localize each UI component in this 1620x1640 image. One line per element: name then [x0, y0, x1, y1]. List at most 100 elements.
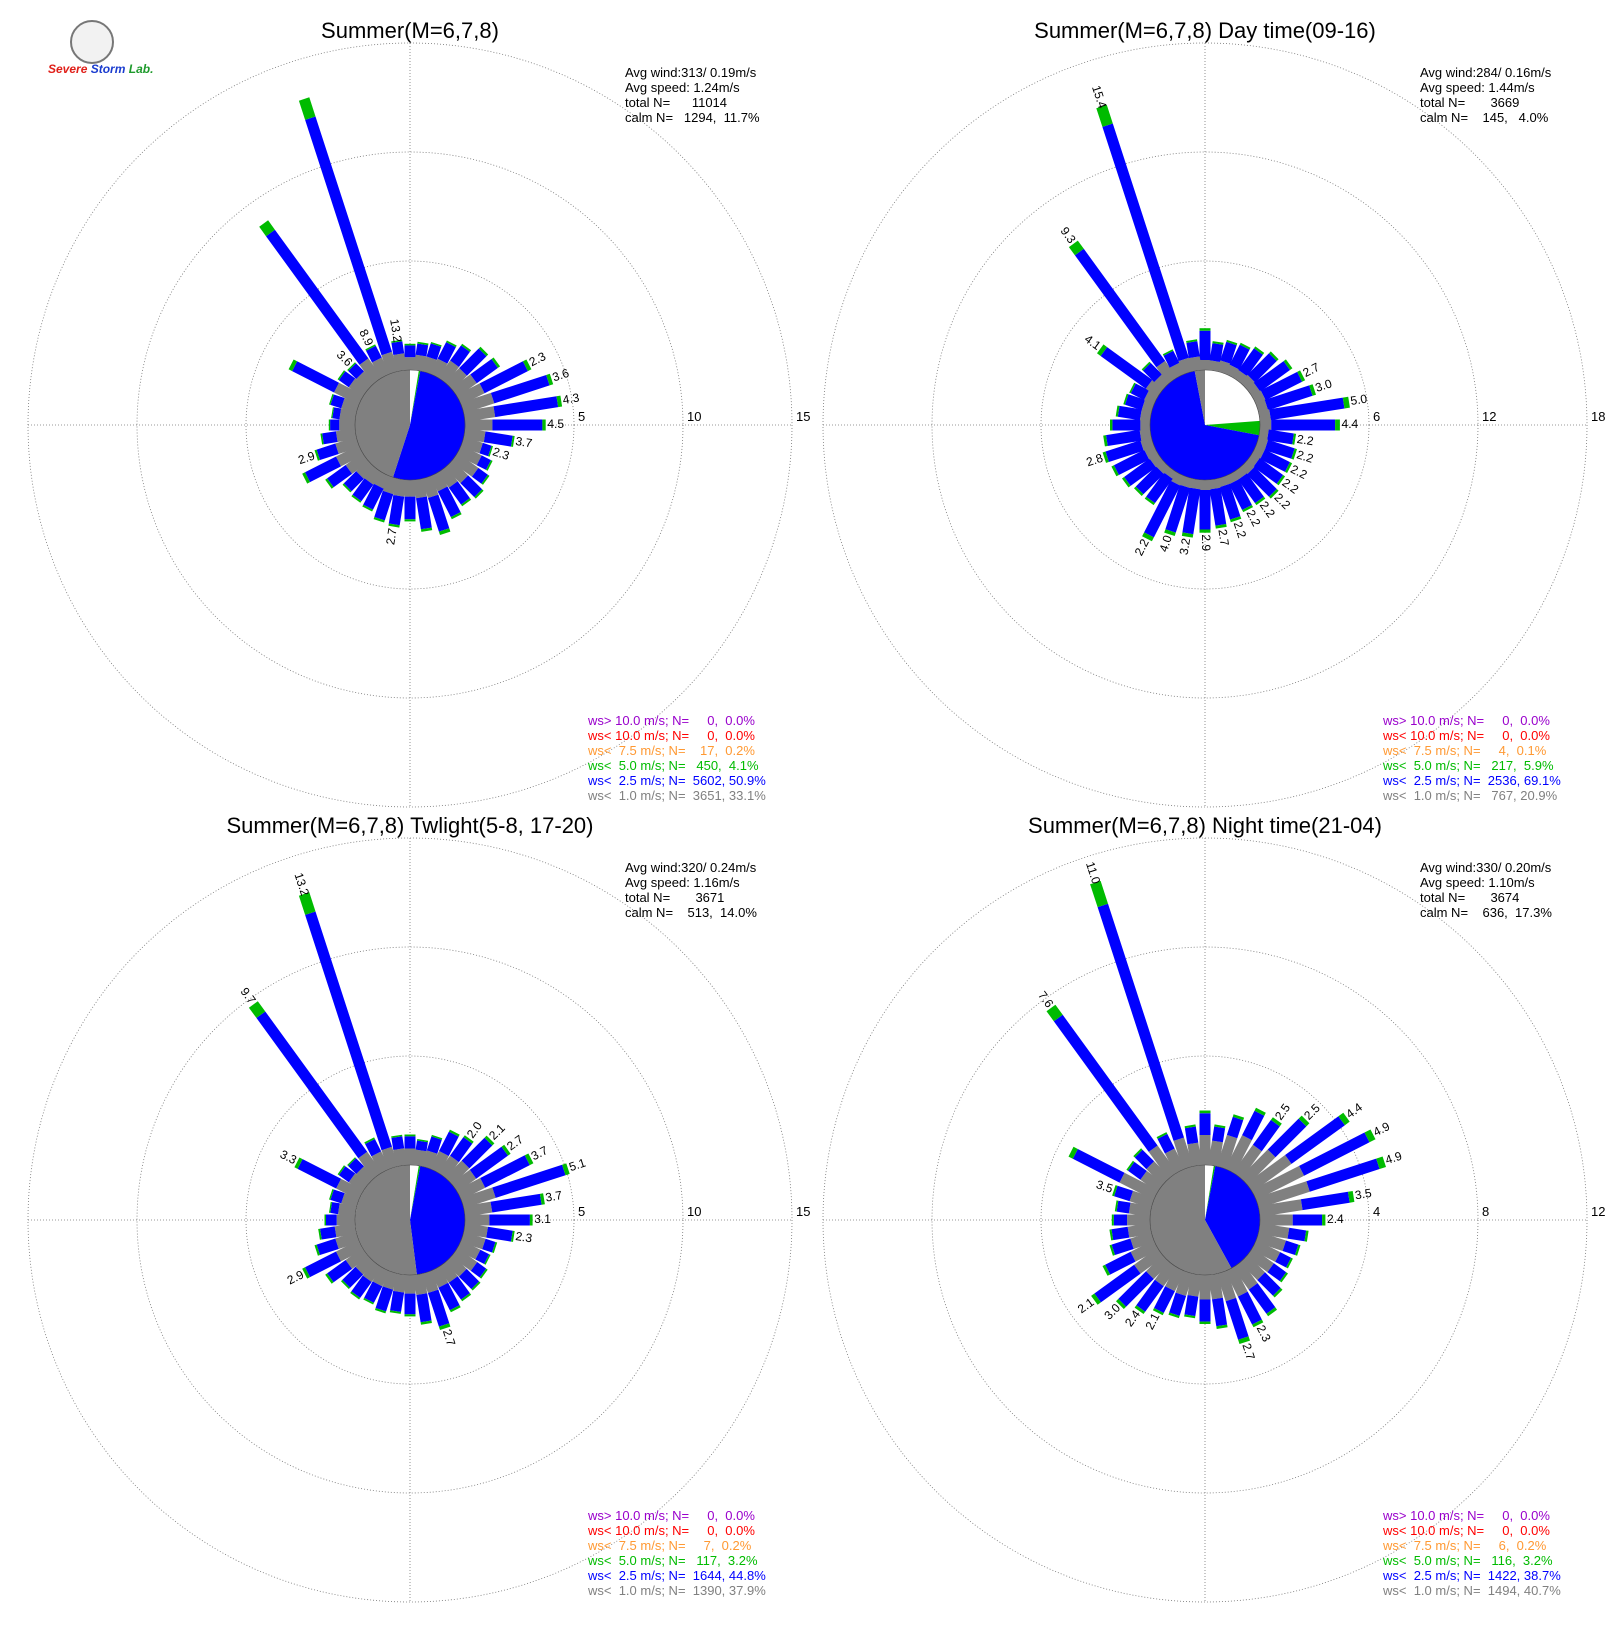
- bar-segment-lt5: [1230, 516, 1242, 523]
- bar-value-label: 2.2: [1288, 462, 1310, 482]
- bar-segment-lt2_5: [1287, 1227, 1307, 1242]
- bar-segment-lt5: [1184, 1124, 1196, 1129]
- lab-logo: Severe Storm Lab.: [48, 20, 153, 86]
- bar-segment-lt1: [356, 460, 375, 479]
- bar-segment-lt2_5: [404, 1136, 416, 1149]
- wind-bar: [1260, 419, 1340, 431]
- bar-segment-lt1: [1246, 1247, 1274, 1273]
- bar-segment-lt5: [1046, 1004, 1063, 1022]
- bar-segment-lt2_5: [1237, 1291, 1262, 1325]
- bar-segment-lt2_5: [1225, 1297, 1249, 1340]
- chart-title: Summer(M=6,7,8) Twlight(5-8, 17-20): [226, 813, 593, 838]
- bar-value-label: 3.0: [1313, 376, 1334, 395]
- bar-segment-lt1: [1225, 1266, 1248, 1297]
- bar-segment-lt2_5: [305, 456, 341, 483]
- bar-segment-lt5: [298, 97, 316, 120]
- wind-bar: [325, 452, 369, 489]
- bar-segment-lt5: [325, 478, 334, 489]
- wind-bar: [1134, 1261, 1178, 1314]
- bar-segment-lt5: [562, 1163, 570, 1176]
- bar-value-label: 3.5: [1094, 1177, 1115, 1196]
- wind-bar: [1046, 1004, 1178, 1179]
- bar-segment-lt5: [1114, 1200, 1119, 1212]
- wind-bar: [1109, 1231, 1155, 1256]
- bar-segment-lt1: [355, 1255, 375, 1275]
- wind-bar: [404, 480, 416, 522]
- bar-segment-lt2_5: [322, 431, 338, 445]
- bar-segment-lt2_5: [1238, 473, 1264, 504]
- wind-bar: [1258, 428, 1297, 445]
- bar-segment-lt2_5: [427, 1289, 450, 1327]
- bar-segment-lt5: [1096, 104, 1113, 127]
- bar-segment-lt2_5: [1292, 1214, 1323, 1226]
- wind-bar: [1184, 1124, 1202, 1167]
- chart-title: Summer(M=6,7,8) Night time(21-04): [1028, 813, 1382, 838]
- bar-segment-lt2_5: [391, 341, 405, 355]
- bar-segment-lt1: [430, 358, 448, 379]
- bar-segment-lt1: [364, 466, 383, 485]
- bar-segment-lt2_5: [427, 494, 450, 532]
- wind-bar: [342, 460, 375, 493]
- bar-segment-lt2_5: [1157, 1133, 1175, 1154]
- bar-segment-lt5: [325, 1273, 334, 1284]
- wind-bar: [1068, 240, 1178, 384]
- bar-segment-lt2_5: [476, 455, 491, 470]
- bar-segment-lt1: [356, 1166, 375, 1185]
- bar-segment-lt2_5: [256, 1011, 368, 1159]
- bar-segment-lt2_5: [1229, 479, 1252, 510]
- wind-bar: [1255, 384, 1316, 414]
- calm-wedge-white: [410, 370, 419, 425]
- calm-wedge-gray: [355, 370, 410, 478]
- wind-bar: [1181, 478, 1202, 538]
- bar-segment-lt2_5: [483, 431, 513, 447]
- wind-bar: [430, 471, 462, 520]
- bar-segment-lt2_5: [1163, 350, 1180, 368]
- bar-segment-lt2_5: [1199, 330, 1211, 360]
- bar-value-label: 3.1: [534, 1212, 551, 1226]
- bar-segment-lt5: [1103, 435, 1108, 447]
- bar-value-label: 4.3: [562, 390, 581, 406]
- wind-bar: [413, 1273, 432, 1325]
- bar-segment-lt1: [1127, 1223, 1152, 1238]
- bar-segment-lt2_5: [1212, 1297, 1228, 1327]
- bar-segment-lt2_5: [1199, 1113, 1211, 1135]
- bar-segment-lt2_5: [1114, 1185, 1133, 1202]
- wind-bar: [341, 1255, 375, 1289]
- wind-bar: [460, 1163, 570, 1209]
- bar-segment-lt5: [1239, 342, 1251, 350]
- bar-segment-lt1: [1146, 1255, 1170, 1279]
- bar-segment-lt5: [481, 474, 490, 485]
- bar-segment-lt1: [1119, 1172, 1159, 1200]
- bar-segment-lt5: [1152, 1308, 1164, 1316]
- bar-segment-lt2_5: [415, 1140, 428, 1152]
- bar-segment-lt5: [248, 1001, 266, 1018]
- legend-entry: ws< 2.5 m/s; N= 2536, 69.1%: [1382, 773, 1561, 788]
- bar-segment-lt5: [431, 1134, 443, 1140]
- bar-segment-lt5: [1068, 1146, 1078, 1159]
- bar-segment-lt5: [1273, 1288, 1283, 1298]
- wind-bar: [1199, 1110, 1211, 1165]
- bar-segment-lt1: [1165, 1266, 1185, 1292]
- stats-line: Avg wind:320/ 0.24m/s: [625, 860, 757, 875]
- bar-segment-lt5: [471, 1281, 481, 1291]
- bar-segment-lt2_5: [1165, 484, 1191, 533]
- bar-segment-lt5: [314, 1244, 320, 1256]
- bar-segment-lt2_5: [366, 345, 382, 363]
- wind-bar: [1251, 1240, 1293, 1269]
- stats-line: total N= 3671: [625, 890, 724, 905]
- bar-segment-lt5: [1112, 1185, 1118, 1197]
- wind-bar: [1208, 478, 1227, 529]
- bar-segment-lt1: [1255, 1181, 1310, 1209]
- bar-segment-lt5: [1297, 370, 1306, 382]
- wind-bar: [1216, 475, 1242, 523]
- bar-segment-lt2_5: [326, 1214, 337, 1226]
- bar-value-label: 3.6: [551, 366, 572, 385]
- bar-segment-lt2_5: [1072, 1149, 1125, 1183]
- bar-segment-lt2_5: [330, 394, 345, 409]
- bar-segment-lt2_5: [305, 911, 392, 1151]
- bar-segment-lt2_5: [1111, 1238, 1134, 1255]
- bar-segment-lt2_5: [1154, 1286, 1175, 1313]
- bar-segment-lt2_5: [348, 363, 364, 379]
- bar-value-label: 2.7: [383, 527, 399, 546]
